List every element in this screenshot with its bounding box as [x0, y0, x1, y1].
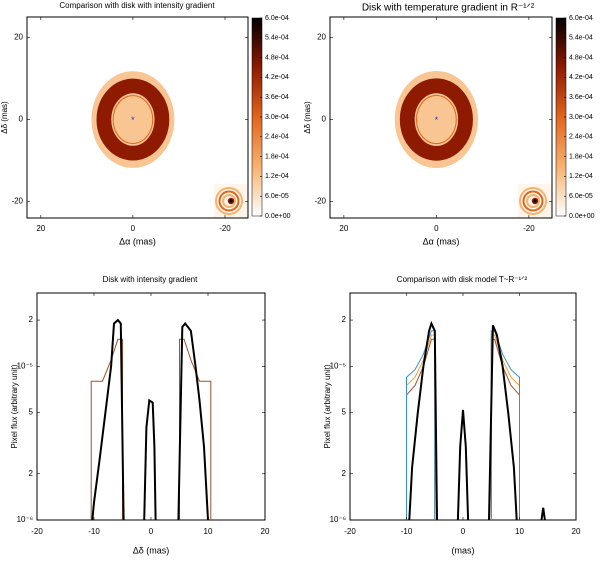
colorbar-tick-label: 6.0e-05	[265, 193, 289, 200]
colorbar-tick-label: 6.0e-04	[265, 15, 289, 22]
y-tick-label: 20	[317, 33, 326, 42]
x-tick-label: 0	[461, 527, 466, 536]
y-axis-label: Pixel flux (arbitrary unit)	[323, 364, 332, 448]
x-tick-label: 20	[572, 527, 581, 536]
y-tick-label: -20	[314, 197, 326, 206]
y-tick-label: 5	[342, 408, 347, 417]
x-tick-label: -20	[219, 224, 231, 233]
inset-core-dark	[533, 199, 537, 203]
inner-edge	[415, 95, 457, 145]
frame	[26, 16, 249, 219]
colorbar-tick-label: 6.0e-05	[569, 193, 593, 200]
colorbar-tick-label: 4.2e-04	[569, 74, 593, 81]
panel-title: Disk with intensity gradient	[103, 275, 198, 284]
colorbar-tick-label: 4.2e-04	[265, 74, 289, 81]
x-axis-label: (mas)	[452, 545, 475, 555]
inset-core-dark	[229, 199, 233, 203]
y-tick-label: 2	[29, 315, 34, 324]
series-line	[91, 318, 209, 521]
y-axis-label: Δδ (mas)	[303, 101, 312, 134]
x-tick-label: -20	[344, 527, 356, 536]
x-axis-label: Δα (mas)	[119, 236, 156, 246]
x-tick-label: -20	[523, 224, 535, 233]
x-tick-label: 0	[131, 224, 136, 233]
series-line	[408, 320, 546, 521]
colorbar-tick-label: 1.2e-04	[569, 173, 593, 180]
y-tick-label: 10⁻⁶	[17, 515, 33, 524]
x-axis-label: Δα (mas)	[423, 236, 460, 246]
x-tick-label: -20	[31, 527, 43, 536]
x-axis-label: Δδ (mas)	[133, 545, 170, 555]
colorbar-tick-label: 4.8e-04	[569, 54, 593, 61]
ring	[399, 78, 473, 161]
panel-title: Comparison with disk model T~R⁻¹ᐟ²	[397, 275, 528, 284]
x-tick-label: 10	[204, 527, 213, 536]
panel-title: Disk with temperature gradient in R⁻¹ᐟ²	[362, 3, 535, 14]
x-tick-label: 0	[149, 527, 154, 536]
colorbar-tick-label: 6.0e-04	[569, 15, 593, 22]
panel-title: Comparison with disk with intensity grad…	[59, 1, 215, 10]
colorbar-tick-label: 0.0e+00	[569, 213, 595, 220]
frame	[36, 292, 266, 521]
y-tick-label: 2	[29, 469, 34, 478]
y-tick-label: 20	[14, 33, 23, 42]
colorbar-tick-label: 3.6e-04	[569, 94, 593, 101]
colorbar-tick-label: 0.0e+00	[265, 213, 291, 220]
x-tick-label: -10	[88, 527, 100, 536]
colorbar-tick-label: 4.8e-04	[265, 54, 289, 61]
colorbar-tick-label: 1.8e-04	[569, 153, 593, 160]
y-tick-label: 5	[29, 408, 34, 417]
y-tick-label: 10⁻⁶	[330, 515, 346, 524]
colorbar-tick-label: 1.2e-04	[265, 173, 289, 180]
inset-ring	[522, 190, 544, 212]
star-marker: *	[131, 115, 135, 125]
colorbar-tick-label: 3.0e-04	[265, 114, 289, 121]
inset-ring	[215, 187, 243, 215]
y-tick-label: 2	[342, 315, 347, 324]
inset-ring	[222, 194, 236, 208]
colorbar-tick-label: 1.8e-04	[265, 153, 289, 160]
colorbar-tick-label: 2.4e-04	[569, 134, 593, 141]
y-tick-label: -20	[11, 197, 23, 206]
inset-ring	[519, 187, 547, 215]
colorbar-tick-label: 2.4e-04	[265, 134, 289, 141]
series-line	[90, 338, 212, 520]
inner-edge	[112, 95, 154, 144]
inset-ring	[218, 190, 240, 212]
x-tick-label: 10	[515, 527, 524, 536]
x-tick-label: 20	[339, 224, 348, 233]
y-tick-label: 0	[322, 115, 327, 124]
ring	[96, 78, 170, 161]
colorbar-tick-label: 3.0e-04	[569, 114, 593, 121]
frame	[349, 292, 577, 521]
y-axis-label: Pixel flux (arbitrary unit)	[10, 364, 19, 448]
y-tick-label: 2	[342, 469, 347, 478]
x-tick-label: 20	[261, 527, 270, 536]
y-tick-label: 10⁻⁵	[17, 361, 33, 370]
x-tick-label: 20	[36, 224, 45, 233]
colorbar-tick-label: 5.4e-04	[265, 35, 289, 42]
inset-ring	[526, 194, 540, 208]
x-tick-label: 0	[434, 224, 439, 233]
y-axis-label: Δδ (mas)	[0, 101, 9, 134]
frame	[329, 16, 553, 219]
colorbar-tick-label: 3.6e-04	[265, 94, 289, 101]
x-tick-label: -10	[401, 527, 413, 536]
colorbar-tick-label: 5.4e-04	[569, 35, 593, 42]
y-tick-label: 10⁻⁵	[330, 361, 346, 370]
star-marker: *	[435, 115, 439, 125]
y-tick-label: 0	[19, 115, 24, 124]
